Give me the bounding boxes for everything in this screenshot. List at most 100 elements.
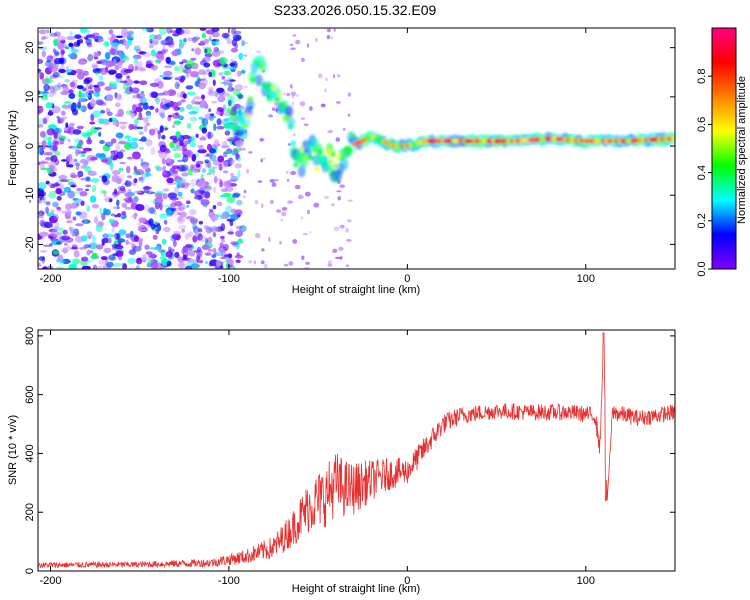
spectrogram-cell <box>215 111 221 115</box>
spectrogram-cell <box>171 135 178 139</box>
spectrogram-cell <box>67 72 74 76</box>
spectrogram-cell <box>332 248 338 253</box>
spectrogram-cell <box>41 197 47 201</box>
spectrogram-cell <box>186 104 193 110</box>
spectrogram-cell <box>150 262 159 269</box>
spectrogram-cell <box>291 101 295 106</box>
spectrogram-cell <box>99 67 108 75</box>
spectrogram-cell <box>64 79 70 83</box>
spectrogram-cell <box>111 243 119 248</box>
spectrogram-cell <box>199 235 208 243</box>
colorbar-tick-label: 0.2 <box>696 213 708 228</box>
spectrogram-cell <box>54 140 59 147</box>
spectrogram-cell <box>94 127 102 130</box>
spectrogram-cell <box>231 149 238 156</box>
spectrogram-cell <box>179 77 185 83</box>
spectrogram-cell <box>81 219 91 224</box>
spectrogram-cell <box>221 32 230 39</box>
spectrogram-cell <box>84 188 90 192</box>
spectrogram-x-tick-label: -200 <box>39 273 61 285</box>
spectrogram-cell <box>338 246 344 251</box>
spectrogram-cell <box>292 94 295 99</box>
spectrogram-cell <box>318 73 323 79</box>
spectrogram-cell <box>76 125 84 130</box>
spectrogram-cell <box>56 195 62 201</box>
spectrogram-cell <box>178 39 183 43</box>
spectrogram-cell <box>301 255 305 261</box>
spectrogram-cell <box>139 80 148 85</box>
spectrogram-cell <box>163 65 172 69</box>
spectrogram-cell <box>45 102 53 109</box>
spectrogram-cell <box>283 263 289 267</box>
spectrogram-cell <box>70 48 80 54</box>
spectrogram-cell <box>201 32 206 39</box>
spectrogram-cell <box>294 184 301 190</box>
spectrogram-cell <box>331 203 335 207</box>
spectrogram-cell <box>108 155 114 162</box>
spectrogram-cell <box>145 251 153 255</box>
spectrogram-cell <box>133 235 139 242</box>
spectrogram-cell <box>182 93 187 99</box>
spectrogram-cell <box>41 140 47 148</box>
spectrogram-cell <box>114 93 122 101</box>
spectrogram-track-core <box>277 92 283 97</box>
spectrogram-cell <box>347 113 351 117</box>
spectrogram-cell <box>243 189 247 194</box>
spectrogram-cell <box>171 124 176 129</box>
spectrogram-track-core <box>338 156 344 162</box>
spectrogram-cell <box>230 172 234 177</box>
spectrogram-cell <box>52 90 57 95</box>
spectrogram-cell <box>183 38 187 42</box>
spectrogram-cell <box>204 260 209 265</box>
spectrogram-cell <box>213 186 217 194</box>
spectrogram-cell <box>136 117 144 121</box>
spectrogram-cell <box>127 30 134 35</box>
spectrogram-cell <box>333 28 336 32</box>
spectrogram-cell <box>216 143 221 147</box>
spectrogram-track-core <box>242 123 248 129</box>
spectrogram-cell <box>156 81 164 89</box>
spectrogram-y-tick-label: -10 <box>24 187 36 203</box>
spectrogram-cell <box>229 62 236 67</box>
spectrogram-cell <box>254 200 259 205</box>
spectrogram-cell <box>100 109 106 114</box>
spectrogram-cell <box>234 209 243 216</box>
spectrogram-track-core <box>325 149 331 155</box>
spectrogram-cell <box>45 206 49 214</box>
spectrogram-cell <box>209 148 217 154</box>
spectrogram-x-tick-label: -100 <box>218 273 240 285</box>
spectrogram-cell <box>243 42 249 45</box>
spectrogram-cell <box>157 131 161 140</box>
spectrogram-cell <box>133 178 138 184</box>
spectrogram-cell <box>161 238 167 245</box>
spectrogram-cell <box>90 156 98 161</box>
spectrogram-cell <box>179 211 187 218</box>
spectrogram-cell <box>189 244 194 249</box>
spectrogram-cell <box>107 159 114 167</box>
spectrogram-cell <box>80 28 88 34</box>
spectrogram-cell <box>219 179 223 188</box>
spectrogram-cell <box>49 32 58 37</box>
spectrogram-cell <box>240 69 246 74</box>
spectrogram-cell <box>246 168 250 174</box>
spectrogram-cell <box>67 138 71 142</box>
spectrogram-cell <box>89 195 97 203</box>
spectrogram-track-cell <box>227 95 236 107</box>
spectrogram-cell <box>151 49 156 57</box>
spectrogram-cell <box>215 260 222 267</box>
snr-y-ticks: 0 200 400 600 800 <box>24 327 675 574</box>
spectrogram-cell <box>253 260 256 265</box>
spectrogram-cell <box>300 117 306 120</box>
spectrogram-cell <box>183 29 191 35</box>
spectrogram-cell <box>148 105 155 110</box>
spectrogram-cell <box>190 178 199 187</box>
spectrogram-cell <box>149 91 157 98</box>
spectrogram-cell <box>121 202 128 209</box>
spectrogram-cell <box>68 182 76 186</box>
spectrogram-cell <box>75 162 81 167</box>
spectrogram-cell <box>38 212 42 217</box>
spectrogram-cell <box>239 224 247 233</box>
spectrogram-cell <box>225 205 233 214</box>
spectrogram-cell <box>68 92 76 99</box>
snr-series-line <box>38 332 675 569</box>
